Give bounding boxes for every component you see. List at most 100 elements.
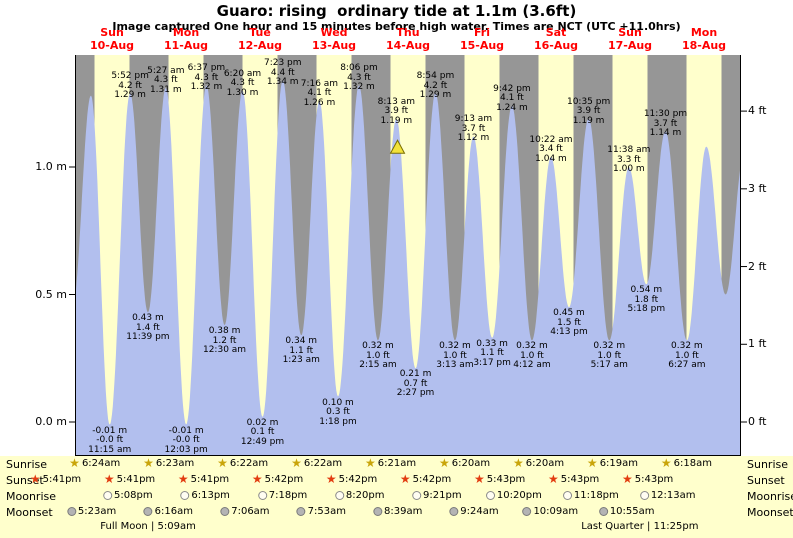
- tide-label-line: 4.3 ft: [153, 75, 178, 86]
- tide-label-line: 0.33 m: [476, 338, 508, 349]
- tide-label-line: 0.02 m: [246, 417, 279, 428]
- tide-label-line: 1.1 ft: [480, 348, 504, 359]
- astro-row-label-left: Sunset: [6, 474, 44, 487]
- astro-time: 6:20am: [451, 458, 491, 469]
- low-tide-label: 0.02 m 0.1 ft 12:49 pm: [231, 417, 295, 448]
- tide-label-line: 4.3 ft: [230, 78, 255, 88]
- moonset-entry: 8:39am: [372, 506, 423, 517]
- low-tide-label: 0.21 m 0.7 ft 2:27 pm: [384, 370, 448, 399]
- astro-time: 9:24am: [460, 506, 499, 517]
- tide-label-line: 6:27 am: [668, 360, 706, 371]
- astro-time: 7:53am: [307, 506, 346, 517]
- day-date: 15-Aug: [459, 39, 505, 52]
- astro-row-label-right: Moonrise: [747, 490, 793, 503]
- astro-time: 6:22am: [303, 458, 343, 469]
- moonset-icon: [296, 507, 306, 516]
- moonset-entry: 6:16am: [143, 506, 193, 517]
- tide-label-line: 3.9 ft: [576, 106, 601, 117]
- sunrise-star-icon: ★: [586, 456, 598, 470]
- astro-time: 5:42pm: [412, 474, 452, 485]
- tide-label-line: 5:27 am: [147, 65, 185, 76]
- tide-label-line: 1.31 m: [149, 84, 182, 95]
- tide-label-line: 5:18 pm: [627, 304, 666, 315]
- tide-label-line: 11:38 am: [607, 145, 651, 155]
- tide-label-line: 1.0 ft: [597, 350, 622, 361]
- tide-label-line: 4:12 am: [513, 360, 551, 371]
- astro-time: 7:06am: [231, 506, 270, 517]
- moonrise-entry: 11:18pm: [562, 490, 619, 501]
- tide-label-line: 0.10 m: [322, 397, 354, 408]
- astro-time: 5:42pm: [264, 474, 304, 485]
- tide-label-line: 1.0 ft: [443, 350, 467, 361]
- sunset-entry: ★ 5:41pm: [104, 473, 155, 485]
- tide-label-line: 7:16 am: [300, 78, 339, 89]
- sunset-entry: ★ 5:43pm: [622, 473, 673, 485]
- moonset-icon: [66, 507, 76, 516]
- astro-time: 6:18am: [673, 458, 712, 469]
- moonrise-entry: 6:13pm: [180, 490, 230, 501]
- left-axis-tick-label: 1.0 m: [35, 160, 67, 173]
- tide-label-line: 11:30 pm: [643, 109, 688, 120]
- astro-row-label-left: Moonset: [6, 506, 53, 519]
- sunset-star-icon: ★: [177, 472, 189, 486]
- tide-label-line: 1.24 m: [496, 102, 528, 113]
- day-date: 11-Aug: [163, 39, 209, 52]
- sunrise-star-icon: ★: [438, 456, 450, 470]
- tide-label-line: 1.0 ft: [675, 350, 699, 361]
- day-header: Sat 16-Aug: [534, 26, 578, 52]
- sunrise-entry: ★ 6:23am: [143, 457, 194, 469]
- sunset-entry: ★ 5:42pm: [399, 472, 452, 486]
- sunrise-star-icon: ★: [291, 456, 302, 470]
- tide-label-line: 4.4 ft: [270, 67, 295, 78]
- sunset-entry: ★ 5:41pm: [29, 472, 81, 486]
- moonset-icon: [449, 507, 459, 516]
- high-tide-label: 11:38 am 3.3 ft 1.00 m: [597, 145, 661, 175]
- day-header: Tue 12-Aug: [238, 26, 282, 52]
- right-axis-tick-label: 3 ft: [748, 181, 767, 195]
- tide-label-line: 1.00 m: [613, 164, 645, 174]
- tide-label-line: 1.0 ft: [366, 350, 390, 361]
- tide-label-line: 8:13 am: [377, 96, 416, 107]
- tide-label-line: 11:39 pm: [126, 332, 170, 343]
- sunset-star-icon: ★: [399, 472, 411, 486]
- high-tide-label: 7:16 am 4.1 ft 1.26 m: [287, 78, 351, 109]
- moonset-entry: 10:09am: [522, 506, 578, 517]
- astro-time: 5:08pm: [114, 490, 153, 501]
- tide-label-line: 4:13 pm: [550, 327, 588, 338]
- tide-label-line: 5:17 am: [590, 360, 628, 371]
- tide-label-line: 4.3 ft: [347, 72, 371, 83]
- tide-label-line: 1:23 am: [282, 355, 320, 366]
- day-name: Thu: [396, 26, 420, 39]
- astro-time: 12:13am: [650, 490, 696, 501]
- sunset-star-icon: ★: [29, 472, 41, 486]
- right-axis-tick-label: 2 ft: [748, 259, 767, 273]
- tide-label-line: 1.32 m: [190, 82, 223, 93]
- page-title: Guaro: rising ordinary tide at 1.1m (3.6…: [216, 2, 577, 20]
- tide-label-line: 2:15 am: [359, 360, 397, 371]
- right-axis-tick-label: 1 ft: [748, 337, 767, 351]
- tide-label-line: 0.54 m: [630, 285, 663, 296]
- tide-label-line: -0.01 m: [92, 425, 128, 436]
- sunset-star-icon: ★: [547, 472, 559, 486]
- sunrise-star-icon: ★: [217, 456, 228, 470]
- sunset-star-icon: ★: [251, 472, 263, 486]
- moonrise-icon: [412, 491, 422, 500]
- astro-time: 7:18pm: [268, 490, 308, 501]
- moonrise-entry: 8:20pm: [334, 490, 384, 501]
- low-tide-label: 0.32 m 1.0 ft 3:13 am: [423, 342, 487, 371]
- astro-time: 10:20pm: [496, 490, 542, 501]
- sunrise-entry: ★ 6:20am: [438, 456, 491, 470]
- tide-label-line: 4.2 ft: [423, 80, 448, 91]
- low-tide-label: -0.01 m -0.0 ft 11:15 am: [78, 425, 142, 456]
- moonset-entry: 7:53am: [296, 506, 346, 517]
- low-tide-label: 0.32 m 1.0 ft 2:15 am: [346, 342, 410, 371]
- tide-label-line: -0.0 ft: [96, 435, 124, 446]
- low-tide-label: 0.45 m 1.5 ft 4:13 pm: [537, 309, 601, 338]
- left-axis-tick-label: 0.5 m: [35, 287, 67, 301]
- low-tide-label: 0.38 m 1.2 ft 12:30 am: [193, 327, 257, 356]
- sunset-entry: ★ 5:43pm: [547, 472, 599, 486]
- astro-time: 8:39am: [383, 506, 423, 517]
- sunrise-entry: ★ 6:19am: [586, 456, 638, 470]
- tide-label-line: 0.3 ft: [326, 407, 350, 417]
- day-name: Mon: [172, 26, 200, 39]
